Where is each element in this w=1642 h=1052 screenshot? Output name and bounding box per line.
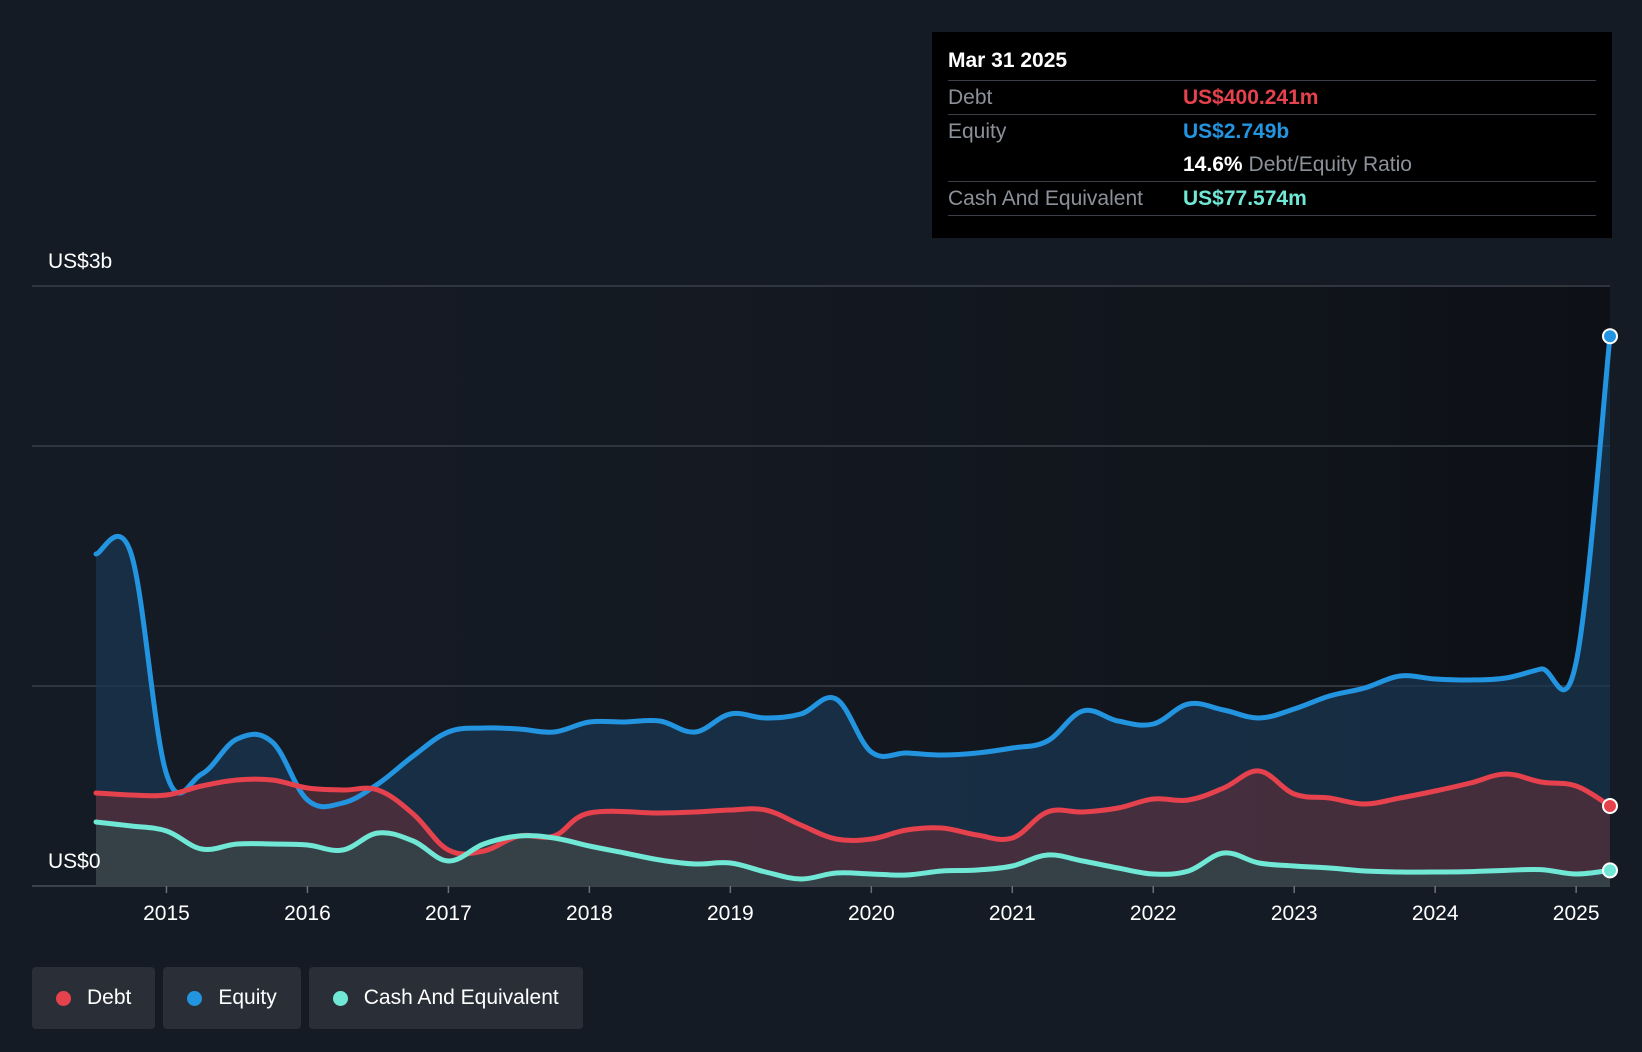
- tooltip-cash-label: Cash And Equivalent: [948, 186, 1143, 210]
- tooltip-debt-row: Debt US$400.241m: [948, 80, 1596, 114]
- equity-line: [93, 333, 1613, 810]
- x-tick-label: 2018: [566, 902, 613, 925]
- tooltip-date: Mar 31 2025: [948, 49, 1068, 72]
- tooltip-ratio-value: 14.6%: [1183, 152, 1243, 176]
- equity-area: [96, 336, 1610, 886]
- series-endpoints: [1602, 328, 1618, 879]
- tooltip-equity-label: Equity: [948, 119, 1007, 143]
- tooltip-equity-row: Equity US$2.749b: [948, 114, 1596, 148]
- legend: Debt Equity Cash And Equivalent: [32, 967, 583, 1029]
- legend-item-debt[interactable]: Debt: [32, 967, 156, 1029]
- tooltip-equity-value: US$2.749b: [1183, 119, 1290, 143]
- x-tick-label: 2021: [989, 902, 1036, 925]
- legend-item-cash[interactable]: Cash And Equivalent: [308, 967, 583, 1029]
- equity-dot-icon: [187, 990, 203, 1006]
- cash-area: [96, 822, 1610, 886]
- x-tick-label: 2020: [848, 902, 895, 925]
- legend-debt-label: Debt: [87, 986, 132, 1009]
- debt-line: [93, 768, 1613, 857]
- series-areas: [96, 336, 1610, 886]
- x-tick-label: 2016: [284, 902, 331, 925]
- tooltip-panel: Mar 31 2025 Debt US$400.241m Equity US$2…: [932, 32, 1612, 238]
- tooltip-debt-value: US$400.241m: [1183, 85, 1319, 109]
- cash-dot-icon: [332, 990, 348, 1006]
- cash-endpoint-marker: [1602, 862, 1618, 879]
- y-axis-top-label: US$3b: [48, 250, 113, 273]
- tooltip-debt-label: Debt: [948, 85, 993, 109]
- debt-dot-icon: [56, 990, 71, 1006]
- tooltip-ratio-label: Debt/Equity Ratio: [1248, 152, 1412, 176]
- x-tick-label: 2015: [143, 902, 190, 925]
- legend-item-equity[interactable]: Equity: [163, 967, 301, 1029]
- legend-equity-label: Equity: [218, 986, 277, 1009]
- x-tick-label: 2025: [1553, 902, 1600, 925]
- tooltip-cash-value: US$77.574m: [1183, 186, 1307, 210]
- legend-cash-label: Cash And Equivalent: [363, 986, 559, 1009]
- cash-line: [93, 819, 1613, 882]
- tooltip-cash-row: Cash And Equivalent US$77.574m: [948, 181, 1596, 216]
- x-tick-label: 2023: [1271, 902, 1318, 925]
- series-lines: [93, 333, 1613, 882]
- x-tick-label: 2019: [707, 902, 754, 925]
- tooltip-ratio-row: 14.6% Debt/Equity Ratio: [948, 148, 1596, 181]
- x-axis-ticks: 2015 2016 2017 2018 2019 2020 2021 2022 2023 2024…: [143, 886, 1600, 925]
- x-tick-label: 2022: [1130, 902, 1177, 925]
- x-tick-label: 2017: [425, 902, 472, 925]
- debt-endpoint-marker: [1602, 798, 1618, 814]
- equity-endpoint-marker: [1602, 328, 1618, 345]
- x-tick-label: 2024: [1412, 902, 1459, 925]
- y-axis-bottom-label: US$0: [48, 850, 101, 873]
